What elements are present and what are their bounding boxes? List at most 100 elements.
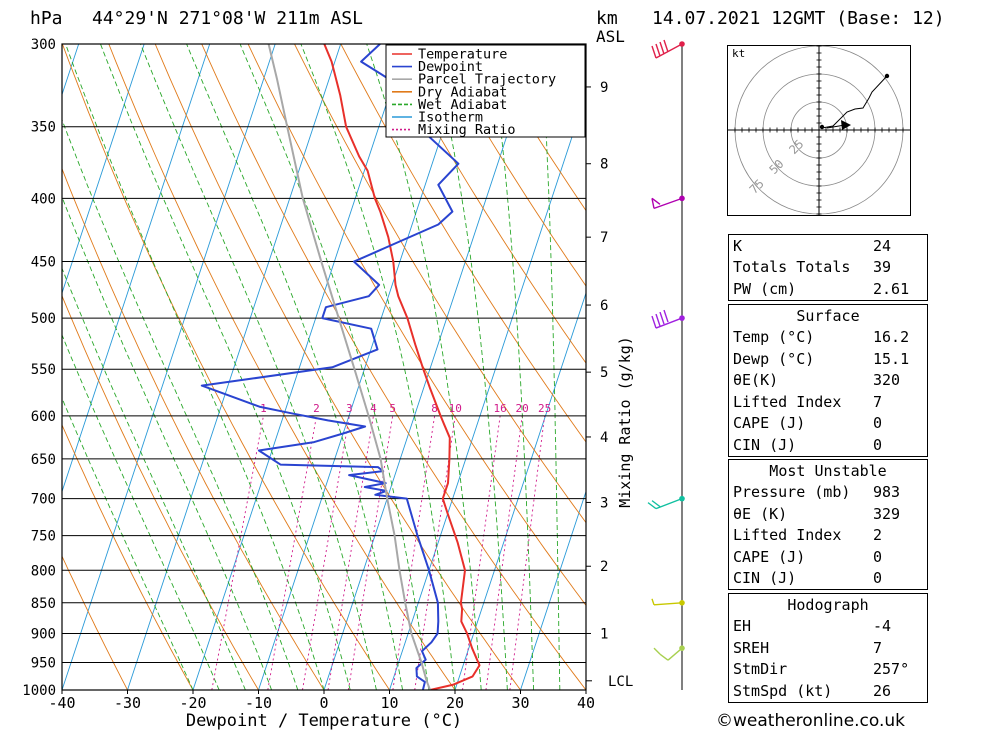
wet-adiabat-line — [65, 44, 325, 690]
pressure-tick-label: 650 — [31, 452, 56, 468]
indices-key: K — [733, 236, 743, 255]
isotherm-line — [127, 44, 342, 690]
temp-tick-label: -30 — [114, 694, 141, 712]
dry-adiabat-line — [62, 555, 128, 690]
most-unstable-value: 329 — [873, 504, 901, 523]
wind-barb-dot — [679, 645, 685, 651]
surface-value: 0 — [873, 414, 883, 433]
indices-row: Totals Totals 39 — [729, 257, 927, 279]
surface-row: Lifted Index 7 — [729, 391, 927, 413]
temp-tick-label: 20 — [446, 694, 464, 712]
most-unstable-key: Pressure (mb) — [733, 483, 851, 502]
hodograph-params-value: 7 — [873, 638, 883, 657]
legend-entry: Dewpoint — [418, 59, 483, 75]
pressure-tick-label: 350 — [31, 120, 56, 136]
isotherm-line — [454, 291, 586, 690]
most-unstable-row: Lifted Index 2 — [729, 525, 927, 547]
mixing-ratio-label: 10 — [449, 402, 462, 415]
mixing-ratio-line — [485, 415, 523, 690]
km-tick-label: 1 — [600, 626, 608, 642]
most-unstable-key: CAPE (J) — [733, 547, 806, 566]
pressure-tick-label: 600 — [31, 409, 56, 425]
mixing-ratio-line — [462, 415, 501, 690]
most-unstable-value: 0 — [873, 569, 883, 588]
surface-value: 320 — [873, 371, 901, 390]
legend-box — [385, 44, 586, 138]
wind-barb-stroke — [663, 39, 669, 53]
temp-tick-label: -40 — [48, 694, 75, 712]
surface-title: Surface — [796, 306, 860, 325]
wet-adiabat-line — [489, 44, 535, 690]
wind-barb-dot — [679, 195, 685, 202]
isotherm-line — [323, 44, 538, 690]
wind-barb-stroke — [651, 197, 661, 205]
hodograph-params-value: -4 — [873, 617, 892, 636]
surface-row: θE(K) 320 — [729, 370, 927, 392]
wind-barb-dot — [679, 41, 685, 47]
surface-key: θE(K) — [733, 371, 779, 390]
surface-key: Lifted Index — [733, 392, 842, 411]
mixing-ratio-label: 2 — [313, 402, 320, 415]
wet-adiabat-line — [366, 44, 482, 690]
km-tick-label: 2 — [600, 559, 608, 575]
wind-barb-stroke — [647, 502, 657, 510]
legend-entry: Temperature — [418, 47, 507, 63]
hodograph-params-value: 26 — [873, 681, 892, 700]
series-line-parcel-trajectory — [267, 44, 432, 690]
wind-barb-stroke — [653, 602, 683, 606]
surface-key: CAPE (J) — [733, 414, 806, 433]
most-unstable-key: CIN (J) — [733, 569, 797, 588]
wind-barb — [651, 309, 685, 329]
credit-text: ©weatheronline.co.uk — [716, 711, 906, 731]
temp-tick-label: -10 — [245, 694, 272, 712]
hodograph-params-row: SREH 7 — [729, 637, 927, 659]
pressure-tick-label: 850 — [31, 596, 56, 612]
indices-value: 24 — [873, 236, 892, 255]
hodograph-params-row: StmSpd (kt) 26 — [729, 680, 927, 702]
surface-value: 0 — [873, 435, 883, 454]
indices-value: 2.61 — [873, 279, 910, 298]
mixing-ratio-line — [392, 415, 436, 690]
surface-key: Temp (°C) — [733, 328, 815, 347]
surface-value: 7 — [873, 392, 883, 411]
most-unstable-row: θE (K) 329 — [729, 503, 927, 525]
dry-adiabat-line — [340, 44, 586, 443]
wind-barb-stroke — [667, 647, 683, 661]
km-tick-label: 9 — [600, 80, 608, 96]
hodograph-trace — [821, 75, 888, 129]
isotherm-line — [258, 44, 473, 690]
wet-adiabat-line — [431, 44, 508, 690]
x-axis-label: Dewpoint / Temperature (°C) — [186, 711, 462, 731]
pressure-tick-label: 900 — [31, 626, 56, 642]
mixing-ratio-axis-label: Mixing Ratio (g/kg) — [616, 336, 634, 508]
series-line-dewpoint — [200, 44, 460, 690]
wind-barb-stroke — [655, 317, 683, 329]
mixing-ratio-label: 8 — [431, 402, 438, 415]
wind-barb-stroke — [659, 653, 669, 661]
pressure-tick-label: 500 — [31, 311, 56, 327]
surface-row: CIN (J) 0 — [729, 434, 927, 456]
indices-panel: K 24 Totals Totals 39 PW (cm) 2.61 — [728, 234, 928, 301]
most-unstable-value: 2 — [873, 526, 883, 545]
isotherm-line — [192, 44, 407, 690]
wind-barb-stroke — [663, 309, 669, 323]
km-tick-label: 5 — [600, 365, 608, 381]
pressure-tick-label: 950 — [31, 655, 56, 671]
mixing-ratio-label: 20 — [516, 402, 529, 415]
pressure-tick-label: 300 — [31, 37, 56, 53]
dry-adiabat-line — [62, 423, 194, 690]
wind-barb-stroke — [651, 45, 657, 59]
hodograph-params-key: StmSpd (kt) — [733, 681, 833, 700]
km-tick-label: 8 — [600, 157, 608, 173]
wind-barb-stroke — [653, 647, 661, 655]
wind-barb-stroke — [651, 500, 661, 508]
most-unstable-value: 983 — [873, 483, 901, 502]
temp-tick-label: 30 — [511, 694, 529, 712]
wet-adiabat-line — [300, 44, 456, 690]
mixing-ratio-line — [327, 415, 374, 690]
hodograph-params-panel: Hodograph EH -4 SREH 7 StmDir 257° StmSpd (kt) 2… — [728, 593, 928, 703]
dry-adiabat-line — [386, 44, 586, 364]
wind-barb — [651, 598, 685, 606]
wind-barb-dot — [679, 599, 685, 606]
